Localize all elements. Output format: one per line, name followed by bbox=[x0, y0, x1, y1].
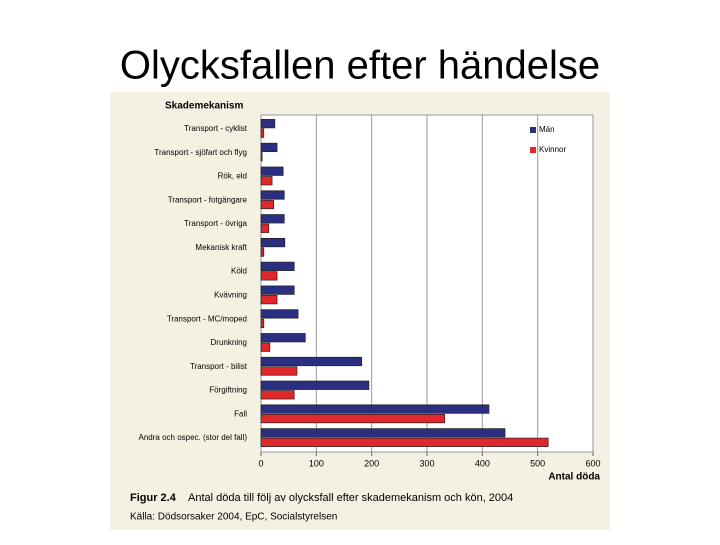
x-tick-label: 500 bbox=[530, 458, 545, 468]
bar bbox=[260, 261, 295, 271]
bar bbox=[260, 380, 370, 390]
bar bbox=[260, 199, 275, 210]
y-tick-label: Förgiftning bbox=[209, 386, 247, 395]
y-tick-label: Mekanisk kraft bbox=[195, 243, 247, 252]
legend-swatch bbox=[530, 127, 536, 133]
y-tick-label: Transport - cyklist bbox=[184, 124, 248, 133]
bar bbox=[260, 271, 278, 281]
bar bbox=[260, 223, 270, 233]
x-tick-label: 600 bbox=[585, 458, 600, 468]
bar bbox=[260, 214, 285, 224]
bar bbox=[260, 152, 263, 162]
bar bbox=[260, 285, 295, 295]
y-tick-label: Transport - sjöfart och flyg bbox=[154, 148, 247, 157]
bar bbox=[260, 318, 265, 329]
bar bbox=[260, 356, 363, 367]
bar bbox=[260, 142, 278, 153]
caption: Antal döda till följ av olycksfall efter… bbox=[188, 492, 513, 504]
bar bbox=[260, 176, 273, 186]
y-tick-label: Fall bbox=[234, 409, 247, 418]
x-tick-label: 300 bbox=[419, 458, 434, 468]
bar bbox=[260, 390, 295, 400]
y-tick-label: Transport - MC/moped bbox=[167, 314, 247, 323]
bar bbox=[260, 309, 299, 319]
bar bbox=[260, 342, 271, 352]
x-tick-label: 100 bbox=[309, 458, 324, 468]
caption-label: Figur 2.4 bbox=[130, 492, 177, 504]
source: Källa: Dödsorsaker 2004, EpC, Socialstyr… bbox=[130, 512, 337, 523]
x-tick-label: 400 bbox=[475, 458, 490, 468]
bar bbox=[260, 333, 306, 343]
bar bbox=[260, 119, 276, 129]
y-tick-label: Rök, eld bbox=[218, 172, 247, 181]
bar bbox=[260, 247, 265, 257]
x-axis-title: Antal döda bbox=[548, 472, 600, 483]
bar bbox=[260, 437, 549, 447]
bar bbox=[260, 166, 284, 176]
bar bbox=[260, 404, 490, 414]
y-tick-label: Köld bbox=[231, 267, 247, 276]
y-axis-title: Skademekanism bbox=[165, 101, 243, 112]
bar bbox=[260, 190, 285, 200]
y-tick-label: Transport - fotgängare bbox=[168, 195, 248, 204]
bar bbox=[260, 295, 278, 305]
y-tick-label: Andra och ospec. (stor del fall) bbox=[139, 433, 248, 442]
y-tick-label: Drunkning bbox=[211, 338, 247, 347]
x-tick-label: 200 bbox=[364, 458, 379, 468]
legend-label: Kvinnor bbox=[539, 145, 566, 154]
y-tick-label: Kvävning bbox=[214, 291, 247, 300]
y-tick-label: Transport - bilist bbox=[190, 362, 248, 371]
bar bbox=[260, 128, 265, 138]
y-tick-label: Transport - övriga bbox=[184, 219, 247, 228]
bar bbox=[260, 237, 286, 248]
legend-label: Män bbox=[539, 125, 555, 134]
bar bbox=[260, 413, 446, 424]
bar bbox=[260, 428, 506, 438]
legend-swatch bbox=[530, 147, 536, 153]
x-tick-label: 0 bbox=[258, 458, 263, 468]
bar bbox=[260, 366, 298, 376]
slide-title: Olycksfallen efter händelse bbox=[120, 44, 600, 88]
